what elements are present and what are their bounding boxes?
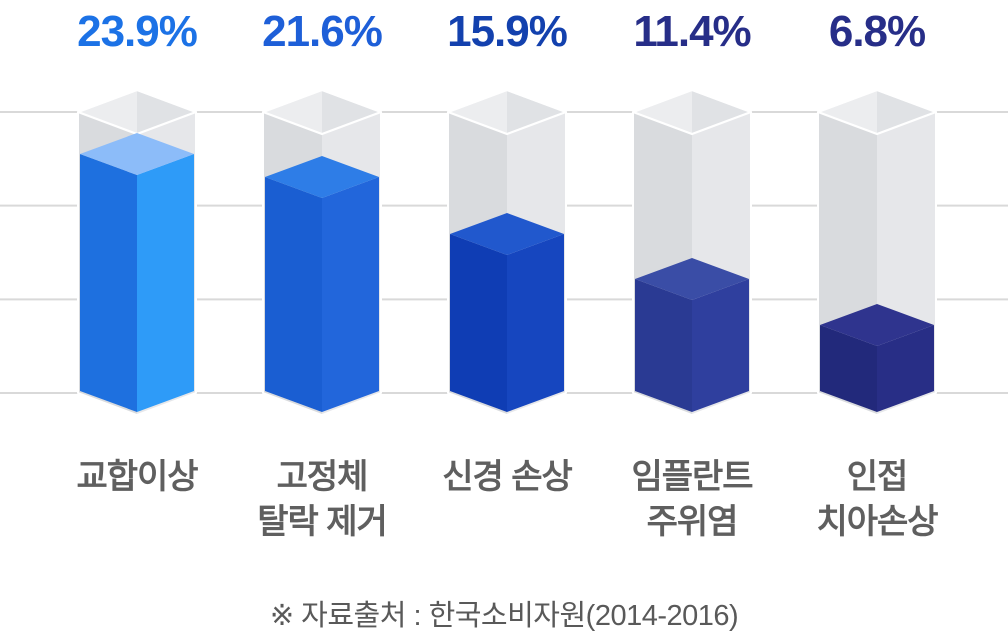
category-label-5: 인접 치아손상 bbox=[816, 458, 938, 541]
bar-fill-right-face bbox=[877, 325, 934, 412]
bar-fill-top-face bbox=[450, 213, 564, 255]
bar-fill-right-face bbox=[137, 154, 194, 412]
category-label-2: 고정체 탈락 제거 bbox=[257, 458, 388, 541]
bar-fill-left-face bbox=[820, 325, 877, 412]
source-note: ※ 자료출처 : 한국소비자원(2014-2016) bbox=[269, 600, 739, 632]
value-label-5: 6.8% bbox=[828, 7, 926, 56]
bar-fill-left-face bbox=[80, 154, 137, 412]
container-silhouette-outline bbox=[447, 89, 567, 416]
value-label-2: 21.6% bbox=[262, 7, 383, 56]
bar-fill-right-face bbox=[322, 177, 379, 412]
bar-fill-right-face bbox=[692, 279, 749, 412]
value-label-1: 23.9% bbox=[77, 7, 198, 56]
bar-fill-left-face bbox=[265, 177, 322, 412]
bar-column-4 bbox=[631, 88, 753, 416]
container-silhouette-outline bbox=[632, 89, 752, 416]
bar-fill-top-face bbox=[80, 133, 194, 175]
category-label-1: 교합이상 bbox=[76, 458, 198, 496]
value-label-3: 15.9% bbox=[447, 7, 568, 56]
container-silhouette-outline bbox=[817, 89, 937, 416]
bar-fill-right-face bbox=[507, 234, 564, 412]
bar-column-5 bbox=[816, 88, 938, 416]
bar-fill-left-face bbox=[635, 279, 692, 412]
bar-fill-top-face bbox=[635, 258, 749, 300]
bar-column-1 bbox=[76, 88, 198, 416]
bar-fill-top-face bbox=[820, 304, 934, 346]
category-label-4: 임플란트 주위염 bbox=[631, 458, 753, 541]
bar-column-2 bbox=[261, 88, 383, 416]
bar-column-3 bbox=[446, 88, 568, 416]
container-silhouette-outline bbox=[262, 89, 382, 416]
bar-fill-left-face bbox=[450, 234, 507, 412]
value-label-4: 11.4% bbox=[633, 7, 751, 56]
container-silhouette-outline bbox=[77, 89, 197, 416]
category-label-3: 신경 손상 bbox=[442, 458, 573, 496]
bar-fill-top-face bbox=[265, 156, 379, 198]
